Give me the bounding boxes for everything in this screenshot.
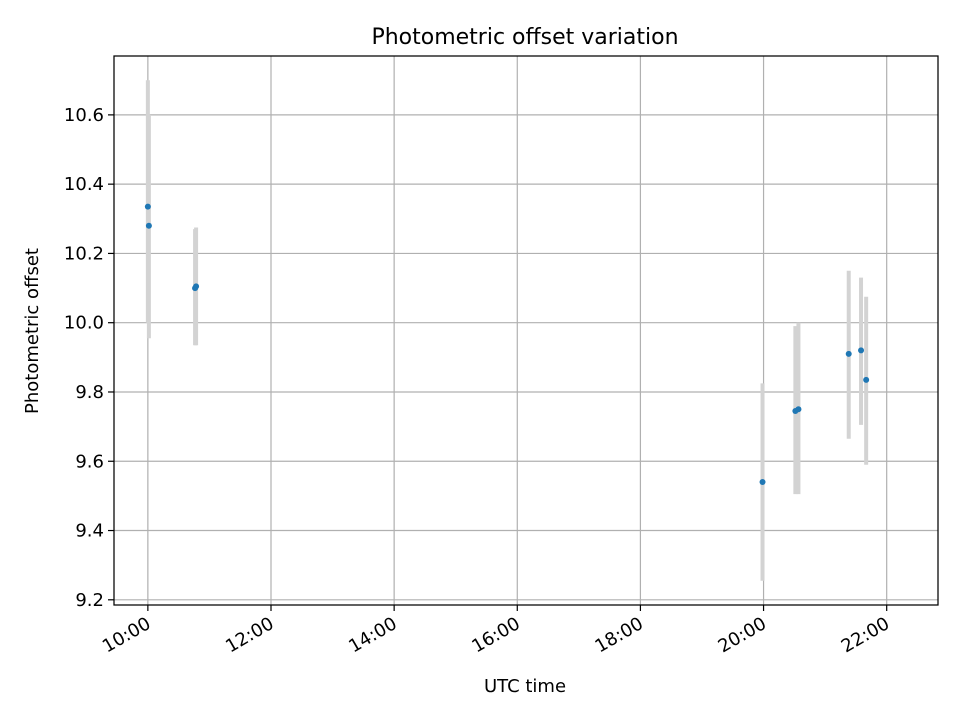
data-point xyxy=(845,350,852,357)
data-point xyxy=(759,479,766,486)
data-point xyxy=(863,376,870,383)
gridlines xyxy=(114,56,938,605)
x-axis-label: UTC time xyxy=(484,676,566,697)
y-tick-label: 9.6 xyxy=(75,451,104,472)
data-points xyxy=(144,203,870,486)
data-point xyxy=(144,203,151,210)
data-point xyxy=(795,406,802,413)
chart-title: Photometric offset variation xyxy=(371,25,678,50)
y-tick-label: 10.6 xyxy=(64,105,104,126)
data-point xyxy=(145,222,152,229)
y-tick-label: 10.4 xyxy=(64,174,104,195)
data-point xyxy=(858,347,865,354)
y-tick-label: 9.4 xyxy=(75,521,104,542)
y-axis-label: Photometric offset xyxy=(22,248,43,414)
axes-frame xyxy=(113,55,939,606)
plot-area xyxy=(114,56,938,605)
y-tick-label: 10.0 xyxy=(64,313,104,334)
data-point xyxy=(193,283,200,290)
y-tick-label: 9.2 xyxy=(75,590,104,611)
y-tick-label: 9.8 xyxy=(75,382,104,403)
y-tick-label: 10.2 xyxy=(64,243,104,264)
